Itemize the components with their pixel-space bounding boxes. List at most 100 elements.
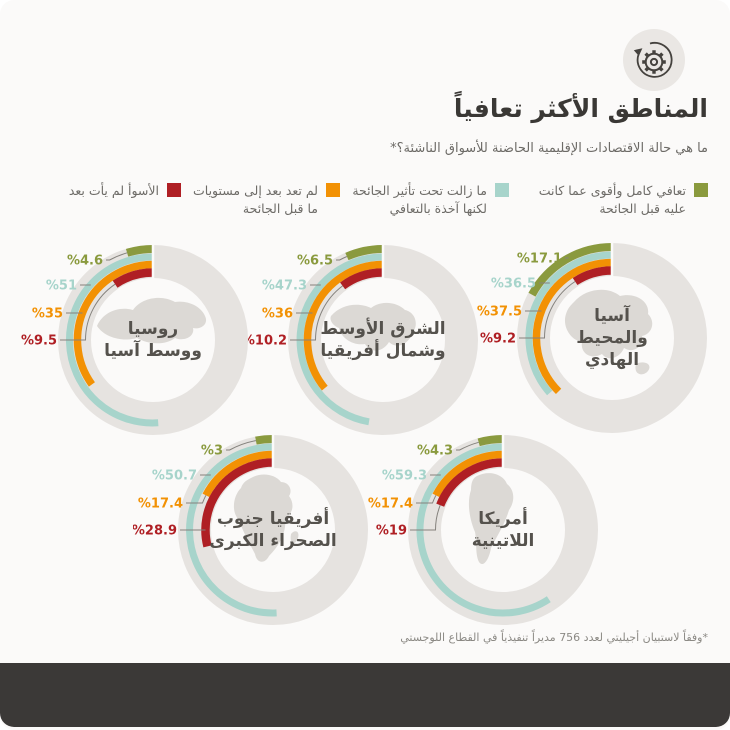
- region-name-russia-central-asia: روسيا ووسط آسيا: [88, 275, 218, 405]
- value-label-orange: %17.4: [368, 497, 413, 512]
- donut-chart-asia-pacific: %17.1 %36.5 %37.5 %9.2 آسيا والمحيط الهادي: [472, 238, 712, 438]
- arc-teal: [186, 443, 277, 617]
- region-name-line: اللاتينية: [471, 531, 535, 551]
- region-name-line: أفريقيا جنوب: [216, 508, 330, 529]
- legend-label-green: تعافي كامل وأقوى عما كانت عليه قبل الجائ…: [538, 183, 686, 217]
- arc-green: [477, 434, 504, 447]
- value-label-red: %9.5: [21, 334, 57, 349]
- region-name-line: الشرق الأوسط: [320, 318, 446, 339]
- value-label-red: %9.2: [480, 332, 516, 347]
- value-label-orange: %36: [262, 307, 293, 322]
- leader-line-orange: [186, 495, 207, 504]
- donut-svg-latin-america: %4.3 %59.3 %17.4 %19: [368, 433, 598, 625]
- legend-swatch-green: [694, 183, 708, 197]
- arc-orange: [73, 260, 154, 387]
- region-name-line: وشمال أفريقيا: [320, 341, 446, 361]
- region-name-line: آسيا: [594, 305, 630, 326]
- value-label-orange: %37.5: [477, 305, 522, 320]
- arc-red: [340, 268, 384, 290]
- leader-line-green: [336, 256, 348, 261]
- page-title: المناطق الأكثر تعافياً: [453, 94, 708, 123]
- arc-green: [125, 245, 154, 257]
- leader-line-red: [290, 285, 343, 341]
- value-label-orange: %35: [32, 307, 63, 322]
- leader-line-green: [106, 252, 128, 261]
- value-label-teal: %50.7: [152, 469, 197, 484]
- arc-teal: [416, 443, 551, 617]
- map-silhouette-latin-america: [468, 473, 514, 565]
- legend-item-orange: لم تعد بعد إلى مستويات ما قبل الجائحة: [190, 182, 340, 218]
- value-label-teal: %47.3: [262, 279, 307, 294]
- value-label-green: %6.5: [297, 254, 333, 269]
- donut-svg-asia-pacific: %17.1 %36.5 %37.5 %9.2: [477, 241, 707, 433]
- arc-orange: [303, 260, 384, 391]
- region-name-mena: الشرق الأوسط وشمال أفريقيا: [318, 275, 448, 405]
- donut-chart-mena: %6.5 %47.3 %36 %10.2 الشرق الأوسط وشمال أفريق…: [242, 240, 483, 440]
- gear-refresh-glyph: [633, 42, 673, 78]
- value-label-red: %19: [376, 524, 407, 539]
- region-name-line: أمريكا: [478, 508, 528, 529]
- map-silhouette-mena: [330, 302, 416, 351]
- legend-item-green: تعافي كامل وأقوى عما كانت عليه قبل الجائ…: [518, 182, 708, 218]
- donut-chart-russia-central-asia: %4.6 %51 %35 %9.5 روسيا ووسط آسيا: [13, 240, 253, 440]
- map-silhouette-russia-central-asia: [97, 297, 207, 344]
- value-label-red: %10.2: [243, 334, 287, 349]
- arc-orange: [432, 450, 504, 498]
- leader-line-red: [60, 283, 116, 341]
- leader-line-green: [226, 440, 256, 451]
- footer-bar: www.agility.com/2022indexAR Agility: [0, 663, 730, 727]
- legend-item-red: الأسوأ لم يأت بعد: [55, 182, 181, 200]
- donut-svg-mena: %6.5 %47.3 %36 %10.2: [242, 243, 478, 435]
- legend-swatch-orange: [326, 183, 340, 197]
- map-silhouette-sub-saharan-africa: [233, 474, 299, 562]
- leader-line-red: [519, 281, 576, 339]
- arc-red: [572, 266, 613, 286]
- region-name-asia-pacific: آسيا والمحيط الهادي: [547, 273, 677, 403]
- region-name-line: الصحراء الكبرى: [209, 531, 337, 551]
- value-label-green: %17.1: [517, 252, 562, 267]
- arc-green: [528, 243, 613, 297]
- value-label-orange: %17.4: [138, 497, 183, 512]
- legend-item-teal: ما زالت تحت تأثير الجائحة لكنها آخذة بال…: [349, 182, 509, 218]
- arc-red: [112, 268, 154, 288]
- legend-label-orange: لم تعد بعد إلى مستويات ما قبل الجائحة: [193, 183, 318, 217]
- arc-green: [255, 434, 274, 445]
- legend: تعافي كامل وأقوى عما كانت عليه قبل الجائ…: [55, 182, 708, 218]
- donut-svg-sub-saharan-africa: %3 %50.7 %17.4 %28.9: [132, 433, 368, 625]
- arc-red: [436, 458, 504, 507]
- legend-label-teal: ما زالت تحت تأثير الجائحة لكنها آخذة بال…: [352, 183, 487, 217]
- donut-chart-latin-america: %4.3 %59.3 %17.4 %19 أمريكا اللاتينية: [363, 430, 603, 630]
- leader-line-green: [456, 441, 479, 451]
- donut-svg-russia-central-asia: %4.6 %51 %35 %9.5: [21, 243, 248, 435]
- leader-line-red: [410, 505, 441, 531]
- value-label-green: %4.3: [417, 444, 453, 459]
- map-silhouette-asia-pacific: [564, 289, 653, 375]
- gear-refresh-icon: [623, 29, 685, 91]
- footnote: *وفقاً لاستبيان أجيليتي لعدد 756 مديراً …: [400, 631, 708, 644]
- arc-teal: [66, 253, 159, 427]
- region-name-line: والمحيط: [576, 327, 648, 348]
- value-label-teal: %36.5: [491, 277, 536, 292]
- arc-orange: [202, 450, 274, 498]
- legend-swatch-teal: [495, 183, 509, 197]
- arc-green: [345, 245, 384, 261]
- region-name-line: الهادي: [584, 350, 640, 371]
- page-subtitle: ما هي حالة الاقتصادات الإقليمية الحاضنة …: [390, 141, 708, 156]
- leader-line-orange: [416, 495, 437, 504]
- legend-label-red: الأسوأ لم يأت بعد: [68, 183, 159, 198]
- arc-teal: [296, 253, 384, 426]
- arc-orange: [532, 258, 613, 395]
- value-label-teal: %59.3: [382, 469, 427, 484]
- region-name-latin-america: أمريكا اللاتينية: [438, 465, 568, 595]
- value-label-green: %3: [201, 444, 223, 459]
- value-label-green: %4.6: [67, 254, 103, 269]
- arc-teal: [525, 251, 613, 396]
- arc-red: [201, 458, 274, 548]
- donut-chart-sub-saharan-africa: %3 %50.7 %17.4 %28.9 أفريقيا جنوب الصحراء الك…: [132, 430, 373, 630]
- region-name-sub-saharan-africa: أفريقيا جنوب الصحراء الكبرى: [208, 465, 338, 595]
- region-name-line: روسيا: [127, 318, 179, 339]
- legend-swatch-red: [167, 183, 181, 197]
- value-label-red: %28.9: [133, 524, 177, 539]
- region-name-line: ووسط آسيا: [104, 341, 202, 361]
